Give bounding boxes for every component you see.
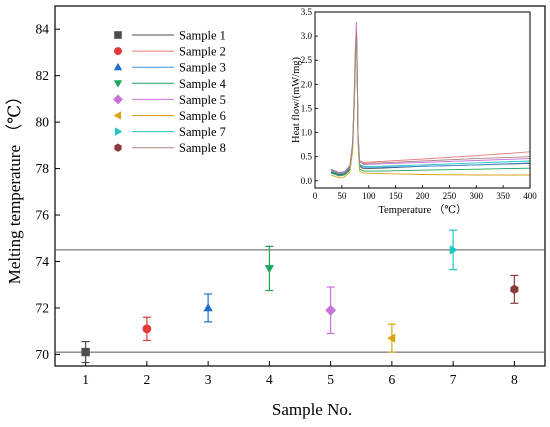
- inset-x-tick-label: 50: [337, 191, 347, 201]
- plot-frame: [54, 5, 546, 367]
- inset-x-tick-label: 200: [416, 191, 430, 201]
- x-tick-label: 6: [389, 372, 396, 387]
- x-tick-label: 8: [511, 372, 518, 387]
- inset-x-tick-label: 300: [470, 191, 484, 201]
- data-point: [203, 303, 213, 312]
- y-tick-label: 78: [36, 161, 50, 176]
- data-point: [325, 304, 337, 316]
- y-tick-label: 80: [36, 115, 50, 130]
- legend-marker: [113, 62, 123, 71]
- y-tick-label: 82: [36, 68, 50, 83]
- legend-marker: [114, 143, 122, 152]
- legend: Sample 1 Sample 2 Sample 3 Sample 4 Sample 5…: [113, 29, 227, 155]
- x-tick-label: 2: [144, 372, 151, 387]
- inset-series-line: [330, 30, 531, 174]
- legend-marker: [114, 127, 123, 136]
- legend-label: Sample 8: [179, 141, 226, 155]
- inset-x-tick-label: 100: [362, 191, 376, 201]
- data-point: [510, 284, 519, 294]
- legend-label: Sample 4: [179, 77, 227, 91]
- legend-marker: [113, 80, 123, 88]
- inset-x-tick-label: 150: [389, 191, 403, 201]
- legend-label: Sample 7: [179, 125, 226, 139]
- inset-y-axis-title: Heat flow/(mW/mg): [291, 56, 302, 143]
- y-axis-title: Melting temperature （℃）: [5, 88, 24, 285]
- inset-background: [287, 8, 544, 214]
- y-tick-label: 72: [36, 300, 50, 315]
- data-point: [264, 265, 274, 274]
- inset-y-tick-label: 0.5: [301, 152, 313, 162]
- y-tick-label: 84: [36, 22, 50, 37]
- inset-x-tick-label: 400: [523, 191, 537, 201]
- x-tick-label: 5: [327, 372, 334, 387]
- inset-y-tick-label: 0.0: [301, 176, 313, 186]
- y-tick-label: 76: [36, 208, 50, 223]
- inset-x-axis-title: Temperature （℃）: [378, 204, 466, 216]
- inset-x-tick-label: 250: [443, 191, 457, 201]
- x-tick-label: 1: [82, 372, 89, 387]
- inset-y-tick-label: 2.5: [301, 55, 313, 65]
- inset-y-tick-label: 3.5: [301, 7, 313, 17]
- data-point: [387, 333, 396, 343]
- legend-label: Sample 1: [179, 29, 226, 43]
- x-tick-label: 3: [205, 372, 212, 387]
- data-point: [81, 347, 90, 357]
- x-tick-label: 4: [266, 372, 273, 387]
- x-axis-title: Sample No.: [272, 400, 352, 419]
- x-tick-label: 7: [450, 372, 457, 387]
- inset-x-tick-label: 350: [496, 191, 510, 201]
- legend-label: Sample 6: [179, 109, 226, 123]
- y-tick-label: 70: [36, 347, 50, 362]
- legend-marker: [114, 31, 122, 39]
- inset-y-tick-label: 1.5: [301, 103, 313, 113]
- inset-y-tick-label: 3.0: [301, 31, 313, 41]
- data-point: [142, 324, 152, 334]
- inset-x-tick-label: 0: [313, 191, 318, 201]
- legend-label: Sample 5: [179, 93, 226, 107]
- legend-marker: [113, 94, 123, 105]
- y-tick-label: 74: [36, 254, 50, 269]
- legend-label: Sample 3: [179, 61, 226, 75]
- inset-y-tick-label: 1.0: [301, 128, 313, 138]
- legend-label: Sample 2: [179, 45, 226, 59]
- data-point: [449, 245, 458, 255]
- inset-chart: 0 50 100 150 200 250 300 350 400 0.0 0.5 1.0 1.5 2.0 2…: [287, 7, 544, 216]
- legend-marker: [113, 111, 122, 120]
- inset-y-tick-label: 2.0: [301, 79, 313, 89]
- legend-marker: [114, 47, 122, 56]
